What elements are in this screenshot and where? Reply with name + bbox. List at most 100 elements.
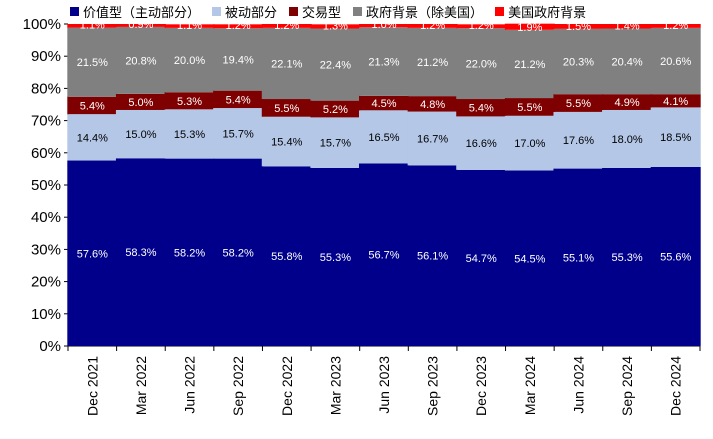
bar-segment <box>504 115 555 171</box>
bar-segment <box>456 99 507 117</box>
bar-segment <box>164 24 215 28</box>
bar-segment <box>310 117 361 168</box>
x-tick-label: Sep 2023 <box>425 356 441 416</box>
x-tick-label: Dec 2021 <box>84 356 100 416</box>
data-label: 1.2% <box>226 20 251 32</box>
data-label: 16.7% <box>417 133 448 145</box>
x-tick-label: Dec 2022 <box>279 356 295 416</box>
legend-label: 政府背景（除美国） <box>366 6 484 21</box>
data-label: 21.5% <box>77 57 108 69</box>
bar-segment <box>407 24 458 28</box>
bar-segment <box>359 24 409 28</box>
data-label: 5.2% <box>323 104 348 116</box>
bar-segment <box>359 95 409 111</box>
bar-segment <box>504 23 555 30</box>
x-tick-label: Dec 2023 <box>473 356 489 416</box>
bar-segment <box>553 94 604 112</box>
data-label: 5.4% <box>80 100 105 112</box>
data-label: 5.4% <box>226 94 251 106</box>
data-label: 4.9% <box>615 97 640 109</box>
legend-item: 美国政府背景 <box>495 2 586 21</box>
bar-segment <box>650 27 701 95</box>
data-label: 1.9% <box>517 22 542 34</box>
y-tick-label: 40% <box>31 209 61 226</box>
data-label: 5.5% <box>517 102 542 114</box>
bar-segment <box>67 160 118 346</box>
legend-label: 美国政府背景 <box>508 6 587 21</box>
y-tick-label: 20% <box>31 274 61 291</box>
bar-segment <box>602 94 653 110</box>
y-tick-label: 80% <box>31 80 61 97</box>
x-tick-label: Sep 2022 <box>230 356 246 416</box>
data-label: 1.2% <box>420 20 445 32</box>
data-label: 15.0% <box>125 129 156 141</box>
data-label: 55.1% <box>563 252 594 264</box>
data-label: 56.1% <box>417 251 448 263</box>
bar-segment <box>359 163 409 346</box>
bar-segment <box>553 24 604 29</box>
data-label: 55.3% <box>611 252 642 264</box>
x-tick-label: Jun 2024 <box>570 356 586 414</box>
bar-segment <box>650 166 701 346</box>
x-tick-label: Mar 2022 <box>133 356 149 415</box>
x-tick-label: Jun 2023 <box>376 356 392 414</box>
y-tick-label: 50% <box>31 177 61 194</box>
bar-segment <box>67 24 118 28</box>
data-label: 20.0% <box>174 55 205 67</box>
data-label: 21.2% <box>514 59 545 71</box>
bar-segment <box>553 111 604 169</box>
bar-segment <box>213 90 264 109</box>
data-label: 5.5% <box>566 98 591 110</box>
bar-segment <box>213 158 264 346</box>
x-tick-label: Mar 2023 <box>327 356 343 415</box>
bar-segment <box>602 24 653 29</box>
data-label: 54.5% <box>514 253 545 265</box>
data-label: 58.2% <box>223 247 254 259</box>
data-label: 4.5% <box>371 98 396 110</box>
legend-item: 价值型（主动部分） <box>70 2 200 21</box>
bar-segment <box>602 109 653 168</box>
legend-item: 交易型 <box>289 2 341 21</box>
data-label: 55.6% <box>660 251 691 263</box>
bar-segment <box>359 110 409 164</box>
legend-swatch <box>353 7 363 16</box>
bar-segment <box>407 27 458 97</box>
data-label: 15.7% <box>223 128 254 140</box>
data-label: 1.3% <box>323 21 348 33</box>
legend-swatch <box>70 7 79 16</box>
data-label: 55.3% <box>320 252 351 264</box>
data-label: 5.5% <box>274 103 299 115</box>
bar-segment <box>504 170 555 346</box>
data-label: 56.7% <box>368 250 399 262</box>
data-label: 15.7% <box>320 138 351 150</box>
data-label: 55.8% <box>271 251 302 263</box>
data-label: 22.4% <box>320 60 351 72</box>
x-tick-label: Mar 2024 <box>522 356 538 415</box>
legend-swatch <box>212 7 222 16</box>
legend-item: 被动部分 <box>212 2 277 21</box>
legend-swatch <box>289 7 299 16</box>
y-tick-label: 0% <box>39 338 61 355</box>
data-label: 57.6% <box>77 248 108 260</box>
bar-segment <box>602 167 653 346</box>
data-label: 17.0% <box>514 138 545 150</box>
y-tick-label: 10% <box>31 306 61 323</box>
bar-segment <box>407 165 458 346</box>
data-label: 22.0% <box>466 59 497 71</box>
data-label: 5.0% <box>128 97 153 109</box>
bar-segment <box>164 27 215 93</box>
data-label: 4.8% <box>420 99 445 111</box>
bar-segment <box>164 92 215 110</box>
legend-label: 价值型（主动部分） <box>83 6 201 21</box>
bar-segment <box>213 108 264 159</box>
data-label: 18.0% <box>611 134 642 146</box>
data-label: 15.3% <box>174 129 205 141</box>
data-label: 1.1% <box>80 20 105 32</box>
data-label: 1.2% <box>274 20 299 32</box>
y-tick-label: 70% <box>31 113 61 130</box>
legend: 价值型（主动部分） 被动部分 交易型 政府背景（除美国） 美国政府背景 <box>70 2 586 21</box>
bar-segment <box>407 111 458 166</box>
bar-segment <box>115 109 166 159</box>
data-label: 20.6% <box>660 56 691 68</box>
